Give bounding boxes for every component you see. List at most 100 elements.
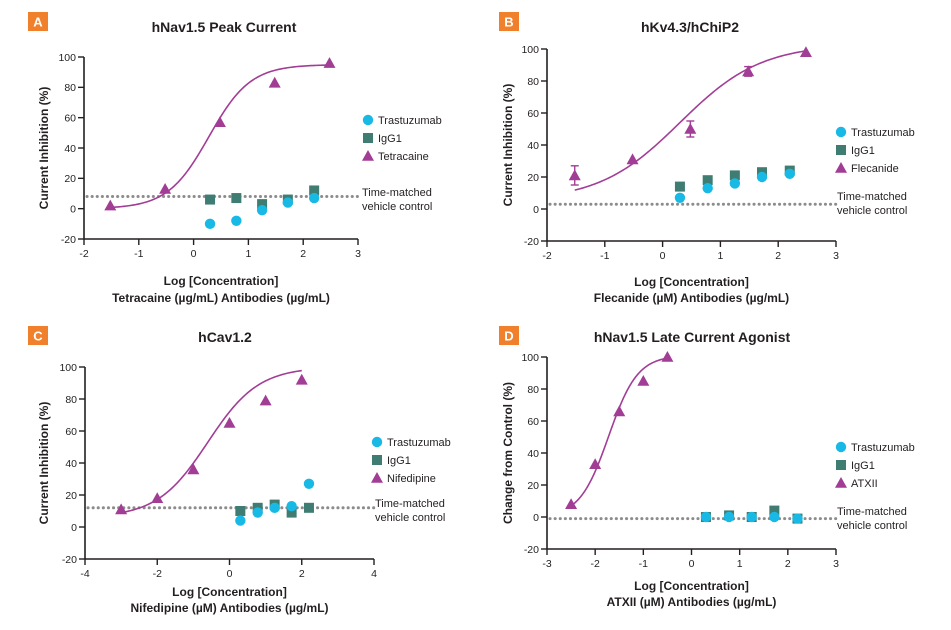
x-tick-label: -2	[542, 250, 551, 262]
series-nifedipine	[115, 369, 308, 515]
data-point-triangle	[568, 169, 581, 181]
chart-title: hKv4.3/hChiP2	[641, 19, 739, 35]
y-tick-label: 100	[521, 44, 539, 56]
legend-square-icon	[836, 460, 846, 470]
x-tick-label: 0	[227, 568, 233, 580]
data-point-circle	[235, 515, 246, 526]
data-point-triangle	[151, 492, 164, 503]
x-tick-label: 3	[833, 558, 839, 570]
data-point-triangle	[259, 394, 272, 406]
data-point-triangle	[187, 463, 200, 475]
data-point-square	[674, 181, 685, 192]
data-point-triangle	[626, 153, 639, 165]
y-tick-label: 60	[527, 108, 539, 120]
legend-item-trastuzumab: Trastuzumab	[371, 436, 451, 449]
x-tick-label: -3	[542, 558, 551, 570]
x-tick-label: 0	[660, 250, 666, 262]
legend-label: Trastuzumab	[851, 127, 915, 139]
x-tick-label: 4	[371, 568, 377, 580]
data-point-triangle	[565, 498, 578, 509]
data-point-triangle	[159, 182, 172, 194]
badge-letter: A	[33, 15, 43, 30]
legend-item-flecanide: Flecanide	[835, 162, 899, 175]
x-axis-title-line2: Nifedipine (µM) Antibodies (µg/mL)	[130, 601, 328, 615]
vehicle-label-line1: Time-matched	[837, 191, 907, 203]
data-point-square	[257, 199, 268, 210]
data-point-circle	[784, 168, 795, 179]
data-point-circle	[746, 511, 757, 523]
x-tick-label: -1	[639, 558, 648, 570]
legend-item-nifedipine: Nifedipine	[371, 472, 436, 485]
data-point-triangle	[223, 417, 236, 428]
y-tick-label: 40	[64, 143, 76, 155]
legend-item-trastuzumab: Trastuzumab	[835, 441, 915, 454]
legend-item-trastuzumab: Trastuzumab	[835, 126, 915, 139]
legend-label: IgG1	[851, 145, 875, 157]
x-tick-label: 2	[775, 250, 781, 262]
vehicle-label-line2: vehicle control	[375, 512, 445, 524]
legend-circle-icon	[835, 441, 847, 453]
y-tick-label: 20	[64, 173, 76, 185]
y-axis-title: Current Inhibition (%)	[37, 87, 51, 210]
y-tick-label: -20	[62, 554, 77, 566]
data-point-circle	[769, 511, 780, 523]
data-point-triangle	[295, 373, 308, 385]
legend-item-igg1: IgG1	[836, 145, 875, 157]
x-tick-label: 2	[785, 558, 791, 570]
legend: Trastuzumab IgG1 Flecanide	[835, 126, 915, 175]
legend-item-trastuzumab: Trastuzumab	[362, 114, 442, 127]
y-tick-label: 20	[527, 172, 539, 184]
y-tick-label: 0	[71, 522, 77, 534]
legend-label: IgG1	[378, 133, 402, 145]
series-tetracaine	[104, 57, 336, 211]
legend-triangle-icon	[362, 150, 374, 161]
chart-title: hNav1.5 Late Current Agonist	[594, 329, 791, 345]
data-point-square	[303, 502, 314, 513]
y-tick-label: 0	[70, 203, 76, 215]
y-axis-title: Change from Control (%)	[501, 382, 515, 524]
x-tick-label: 2	[300, 248, 306, 260]
data-point-circle	[792, 513, 803, 524]
legend-label: Nifedipine	[387, 473, 436, 485]
x-tick-label: 2	[299, 568, 305, 580]
panel-badge: A	[28, 12, 48, 31]
data-point-triangle	[268, 76, 281, 88]
data-point-triangle	[684, 123, 697, 134]
legend-circle-icon	[371, 436, 383, 448]
badge-background	[499, 12, 519, 31]
x-tick-label: -2	[590, 558, 599, 570]
y-tick-label: 60	[64, 112, 76, 124]
data-point-circle	[269, 502, 280, 513]
y-tick-label: 20	[527, 480, 539, 492]
data-point-triangle	[613, 405, 626, 417]
y-tick-label: 100	[59, 362, 77, 374]
series-trastuzumab	[700, 511, 803, 524]
y-tick-label: 80	[65, 394, 77, 406]
data-point-square	[769, 505, 780, 516]
legend: Trastuzumab IgG1 ATXII	[835, 441, 915, 490]
data-point-triangle	[742, 65, 755, 77]
legend-triangle-icon	[835, 162, 847, 173]
y-tick-label: 40	[65, 458, 77, 470]
legend-label: IgG1	[851, 460, 875, 472]
y-tick-label: 60	[527, 416, 539, 428]
data-point-circle	[282, 197, 294, 208]
y-axis-title: Current Inhibition (%)	[37, 402, 51, 525]
data-point-circle	[723, 511, 735, 523]
x-axis-title-line1: Log [Concentration]	[634, 275, 749, 289]
fit-curve	[574, 50, 807, 191]
y-tick-label: -20	[524, 544, 539, 556]
legend-label: Trastuzumab	[378, 115, 442, 127]
data-point-circle	[256, 204, 268, 216]
y-tick-label: 0	[533, 204, 539, 216]
x-tick-label: -1	[134, 248, 143, 260]
y-tick-label: 0	[533, 512, 539, 524]
data-point-square	[205, 194, 216, 205]
y-tick-label: -20	[524, 236, 539, 248]
x-axis-title-line2: Tetracaine (µg/mL) Antibodies (µg/mL)	[112, 291, 330, 305]
legend-item-tetracaine: Tetracaine	[362, 150, 429, 163]
chart-title: hCav1.2	[198, 329, 252, 345]
vehicle-label-line2: vehicle control	[362, 201, 432, 213]
